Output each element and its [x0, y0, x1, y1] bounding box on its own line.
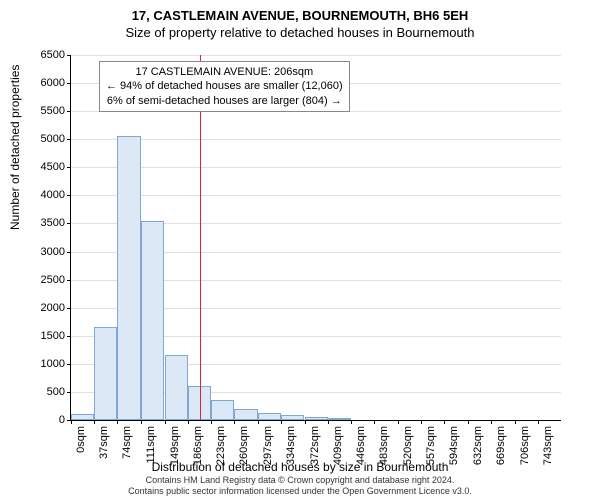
ytick-label: 6000 [25, 77, 65, 89]
ytick-mark [67, 308, 71, 309]
xtick-mark [374, 420, 375, 424]
footer-line1: Contains HM Land Registry data © Crown c… [0, 475, 600, 486]
ytick-mark [67, 223, 71, 224]
histogram-bar [305, 417, 328, 420]
ytick-label: 1000 [25, 358, 65, 370]
ytick-label: 3000 [25, 246, 65, 258]
xtick-mark [305, 420, 306, 424]
xtick-mark [515, 420, 516, 424]
annotation-line3: 6% of semi-detached houses are larger (8… [106, 94, 343, 108]
y-axis-label: Number of detached properties [8, 65, 22, 230]
histogram-plot: 0500100015002000250030003500400045005000… [70, 55, 561, 421]
xtick-mark [234, 420, 235, 424]
xtick-label: 37sqm [98, 426, 110, 459]
ytick-label: 4500 [25, 161, 65, 173]
annotation-box: 17 CASTLEMAIN AVENUE: 206sqm← 94% of det… [99, 61, 350, 112]
xtick-mark [281, 420, 282, 424]
gridline [71, 139, 561, 140]
annotation-line1: 17 CASTLEMAIN AVENUE: 206sqm [106, 65, 343, 79]
histogram-bar [165, 355, 188, 420]
ytick-mark [67, 392, 71, 393]
ytick-mark [67, 364, 71, 365]
histogram-bar [234, 409, 257, 420]
ytick-label: 3500 [25, 217, 65, 229]
ytick-mark [67, 195, 71, 196]
ytick-mark [67, 139, 71, 140]
ytick-label: 2000 [25, 302, 65, 314]
histogram-bar [328, 418, 351, 420]
gridline [71, 167, 561, 168]
title-line1: 17, CASTLEMAIN AVENUE, BOURNEMOUTH, BH6 … [0, 8, 600, 25]
ytick-label: 1500 [25, 330, 65, 342]
xtick-label: 111sqm [145, 426, 157, 464]
histogram-bar [71, 414, 94, 420]
annotation-line2: ← 94% of detached houses are smaller (12… [106, 79, 343, 93]
histogram-bar [141, 221, 164, 420]
footer-line2: Contains public sector information licen… [0, 486, 600, 497]
histogram-bar [94, 327, 117, 420]
ytick-label: 500 [25, 386, 65, 398]
x-axis-label: Distribution of detached houses by size … [0, 460, 600, 474]
xtick-mark [351, 420, 352, 424]
xtick-mark [538, 420, 539, 424]
chart-title-block: 17, CASTLEMAIN AVENUE, BOURNEMOUTH, BH6 … [0, 0, 600, 42]
ytick-mark [67, 336, 71, 337]
xtick-mark [328, 420, 329, 424]
attribution-footer: Contains HM Land Registry data © Crown c… [0, 475, 600, 497]
xtick-mark [94, 420, 95, 424]
xtick-mark [188, 420, 189, 424]
ytick-label: 5000 [25, 133, 65, 145]
xtick-mark [211, 420, 212, 424]
histogram-bar [117, 136, 140, 420]
title-line2: Size of property relative to detached ho… [0, 25, 600, 42]
xtick-mark [258, 420, 259, 424]
ytick-mark [67, 111, 71, 112]
histogram-bar [211, 400, 234, 420]
ytick-label: 2500 [25, 274, 65, 286]
ytick-mark [67, 55, 71, 56]
xtick-mark [421, 420, 422, 424]
ytick-label: 4000 [25, 189, 65, 201]
xtick-label: 74sqm [121, 426, 133, 459]
gridline [71, 55, 561, 56]
ytick-mark [67, 252, 71, 253]
histogram-bar [258, 413, 281, 420]
ytick-mark [67, 83, 71, 84]
xtick-mark [491, 420, 492, 424]
xtick-mark [398, 420, 399, 424]
xtick-mark [71, 420, 72, 424]
xtick-mark [117, 420, 118, 424]
ytick-mark [67, 167, 71, 168]
xtick-mark [165, 420, 166, 424]
gridline [71, 195, 561, 196]
ytick-mark [67, 280, 71, 281]
xtick-mark [141, 420, 142, 424]
xtick-mark [444, 420, 445, 424]
ytick-label: 5500 [25, 105, 65, 117]
ytick-label: 0 [25, 414, 65, 426]
histogram-bar [281, 415, 304, 420]
ytick-label: 6500 [25, 49, 65, 61]
xtick-mark [468, 420, 469, 424]
xtick-label: 0sqm [75, 426, 87, 453]
